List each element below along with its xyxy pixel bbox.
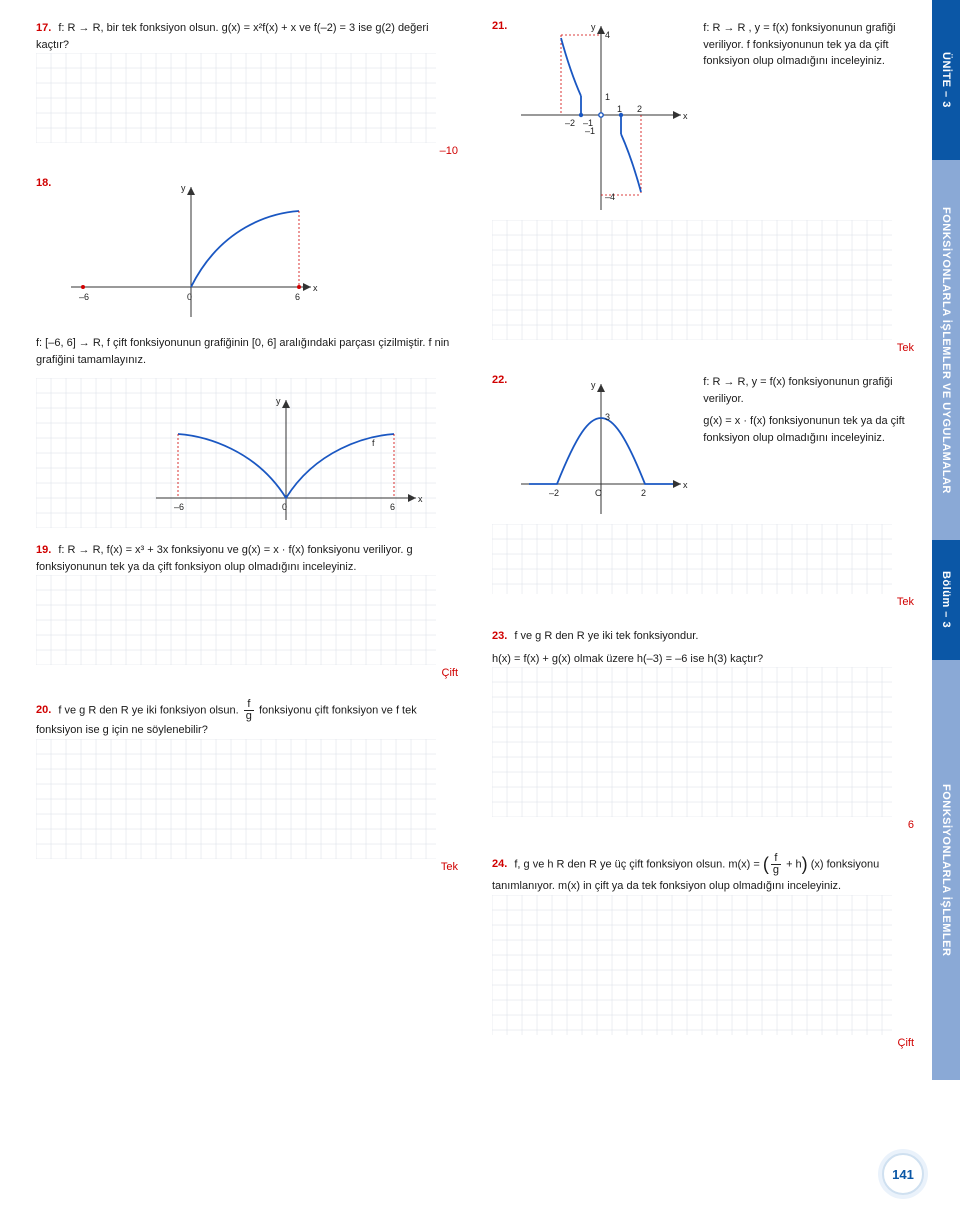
svg-text:x: x xyxy=(683,111,688,121)
problem-20: 20. f ve g R den R ye iki fonksiyon olsu… xyxy=(36,699,464,879)
q19-text: f: R → R, f(x) = x³ + 3x fonksiyonu ve g… xyxy=(36,544,413,573)
q23-workgrid xyxy=(492,667,892,817)
svg-text:–4: –4 xyxy=(605,192,615,202)
svg-text:–1: –1 xyxy=(585,126,595,136)
page: ÜNİTE – 3 FONKSİYONLARLA İŞLEMLER VE UYG… xyxy=(0,0,960,1213)
svg-text:0: 0 xyxy=(282,502,287,512)
page-number-badge: 141 xyxy=(882,1153,924,1195)
svg-text:–6: –6 xyxy=(79,292,89,302)
q23-text-1: f ve g R den R ye iki tek fonksiyondur. xyxy=(514,630,698,642)
svg-text:1: 1 xyxy=(605,92,610,102)
svg-text:6: 6 xyxy=(295,292,300,302)
left-column: 17. f: R → R, bir tek fonksiyon olsun. g… xyxy=(36,20,464,1069)
svg-text:x: x xyxy=(683,480,688,490)
right-column: 21. x y xyxy=(492,20,920,1069)
q20-number: 20. xyxy=(36,704,51,716)
q22-text-2: g(x) = x · f(x) fonksiyonunun tek ya da … xyxy=(703,413,920,446)
problem-24: 24. f, g ve h R den R ye üç çift fonksiy… xyxy=(492,851,920,1055)
q17-workgrid xyxy=(36,53,436,143)
q21-text: f: R → R , y = f(x) fonksiyonunun grafiğ… xyxy=(703,20,920,70)
q22-workgrid xyxy=(492,524,892,594)
q24-workgrid xyxy=(492,895,892,1035)
problem-21: 21. x y xyxy=(492,20,920,360)
q20-frac-bot: g xyxy=(244,711,254,722)
q20-answer: Tek xyxy=(36,861,464,873)
q24-frac-bot: g xyxy=(771,865,781,876)
q18-number: 18. xyxy=(36,177,51,189)
q24-text-a: f, g ve h R den R ye üç çift fonksiyon o… xyxy=(514,858,763,870)
q21-answer: Tek xyxy=(492,342,920,354)
problem-22: 22. x y 3 –2 2 O xyxy=(492,374,920,614)
svg-text:3: 3 xyxy=(605,412,610,422)
svg-text:f: f xyxy=(372,438,375,448)
q19-number: 19. xyxy=(36,544,51,556)
q22-text-1: f: R → R, y = f(x) fonksiyonunun grafiği… xyxy=(703,374,920,407)
q18-text: f: [–6, 6] → R, f çift fonksiyonunun gra… xyxy=(36,337,449,366)
side-topic-1: FONKSİYONLARLA İŞLEMLER VE UYGULAMALAR xyxy=(932,160,960,540)
svg-text:4: 4 xyxy=(605,30,610,40)
svg-text:2: 2 xyxy=(641,488,646,498)
problem-23: 23. f ve g R den R ye iki tek fonksiyond… xyxy=(492,628,920,837)
svg-text:6: 6 xyxy=(390,502,395,512)
q23-answer: 6 xyxy=(492,819,920,831)
svg-text:O: O xyxy=(595,488,602,498)
problem-19: 19. f: R → R, f(x) = x³ + 3x fonksiyonu … xyxy=(36,542,464,685)
q23-number: 23. xyxy=(492,630,507,642)
q17-text: f: R → R, bir tek fonksiyon olsun. g(x) … xyxy=(36,22,429,51)
q22-graph: x y 3 –2 2 O xyxy=(511,374,691,524)
svg-text:y: y xyxy=(591,22,596,32)
q24-plus-h: + h xyxy=(783,858,802,870)
q17-number: 17. xyxy=(36,22,51,34)
q21-graph: x y xyxy=(511,20,691,220)
svg-text:0: 0 xyxy=(187,292,192,302)
q24-paren-close: ) xyxy=(802,854,808,874)
q21-workgrid xyxy=(492,220,892,340)
q22-answer: Tek xyxy=(492,596,920,608)
svg-text:2: 2 xyxy=(637,104,642,114)
problem-17: 17. f: R → R, bir tek fonksiyon olsun. g… xyxy=(36,20,464,163)
svg-text:x: x xyxy=(313,283,318,293)
side-strip: ÜNİTE – 3 FONKSİYONLARLA İŞLEMLER VE UYG… xyxy=(932,0,960,1080)
q19-workgrid xyxy=(36,575,436,665)
svg-text:–2: –2 xyxy=(565,118,575,128)
q19-answer: Çift xyxy=(36,667,464,679)
q21-number: 21. xyxy=(492,20,507,32)
q24-paren: ( xyxy=(763,854,769,874)
svg-text:y: y xyxy=(591,380,596,390)
svg-text:x: x xyxy=(418,494,423,504)
side-section: Bölüm – 3 xyxy=(932,540,960,660)
side-topic-2: FONKSİYONLARLA İŞLEMLER xyxy=(932,660,960,1080)
q17-answer: –10 xyxy=(36,145,464,157)
svg-text:1: 1 xyxy=(617,104,622,114)
q20-fraction: f g xyxy=(244,699,254,722)
q24-number: 24. xyxy=(492,858,507,870)
problem-18: 18. x y –6 0 6 xyxy=(36,177,464,528)
q23-text-2: h(x) = f(x) + g(x) olmak üzere h(–3) = –… xyxy=(492,651,920,668)
side-unit: ÜNİTE – 3 xyxy=(932,0,960,160)
svg-text:–2: –2 xyxy=(549,488,559,498)
q22-number: 22. xyxy=(492,374,507,386)
q18-answer-graph: x y –6 0 6 f xyxy=(36,378,436,528)
q20-workgrid xyxy=(36,739,436,859)
q24-fraction: f g xyxy=(771,853,781,876)
q18-graph-given: x y –6 0 6 xyxy=(61,177,321,327)
svg-text:–6: –6 xyxy=(174,502,184,512)
q24-answer: Çift xyxy=(492,1037,920,1049)
q20-text-a: f ve g R den R ye iki fonksiyon olsun. xyxy=(58,704,241,716)
svg-text:y: y xyxy=(276,396,281,406)
svg-text:y: y xyxy=(181,183,186,193)
